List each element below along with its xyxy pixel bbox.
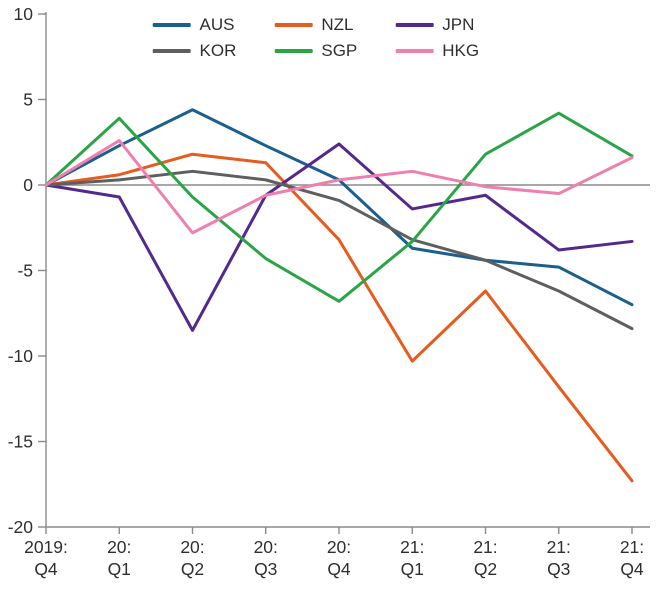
y-axis-label: 5 <box>23 90 33 110</box>
legend-label-aus: AUS <box>199 15 235 34</box>
legend-swatch-nzl <box>274 22 313 27</box>
legend-swatch-kor <box>152 48 191 53</box>
legend-label-nzl: NZL <box>321 15 354 34</box>
legend-item-jpn: JPN <box>395 16 479 33</box>
legend-swatch-hkg <box>395 48 434 53</box>
legend-item-aus: AUS <box>152 15 237 34</box>
series-line-kor <box>44 169 634 331</box>
y-axis-label: -5 <box>17 261 33 281</box>
series-line-hkg <box>44 139 634 235</box>
legend-swatch-sgp <box>274 48 313 53</box>
series-line-sgp <box>44 111 634 303</box>
legend-swatch-jpn <box>395 22 434 27</box>
legend: AUS NZL JPN KOR SGP HKG <box>152 15 479 60</box>
x-axis-label: Q3 <box>547 559 570 579</box>
x-axis-label: Q3 <box>254 559 277 579</box>
x-axis-label: Q4 <box>34 559 58 579</box>
legend-item-nzl: NZL <box>274 16 357 33</box>
x-axis-label: 21: <box>473 537 497 557</box>
legend-label-hkg: HKG <box>442 41 480 60</box>
legend-label-sgp: SGP <box>321 41 358 60</box>
x-axis-label: 2019: <box>24 537 68 557</box>
x-axis-label: 21: <box>547 537 571 557</box>
x-axis-label: Q4 <box>620 559 644 579</box>
series-line-aus <box>44 108 634 307</box>
x-axis-label: 20: <box>254 537 278 557</box>
y-axis-label: -15 <box>8 432 33 452</box>
series-line-nzl <box>44 152 634 483</box>
series-line-jpn <box>44 142 634 332</box>
x-axis-label: 20: <box>327 537 351 557</box>
x-axis-label: Q1 <box>401 559 424 579</box>
x-axis-label: 21: <box>400 537 424 557</box>
x-axis-label: 20: <box>107 537 131 557</box>
x-axis-label: 21: <box>620 537 644 557</box>
y-axis-label: 10 <box>14 4 34 24</box>
y-axis-label: -10 <box>8 346 34 366</box>
x-axis-label: Q2 <box>181 559 204 579</box>
legend-label-jpn: JPN <box>442 15 475 34</box>
x-axis-label: 20: <box>180 537 204 557</box>
legend-item-sgp: SGP <box>274 42 357 59</box>
x-axis-label: Q4 <box>327 559 351 579</box>
y-axis-label: -20 <box>8 517 34 537</box>
x-axis-label: Q1 <box>108 559 131 579</box>
legend-swatch-aus <box>152 22 191 27</box>
x-axis-label: Q2 <box>474 559 497 579</box>
legend-item-hkg: HKG <box>395 42 479 59</box>
legend-item-kor: KOR <box>152 41 237 60</box>
legend-label-kor: KOR <box>199 41 237 60</box>
y-axis-label: 0 <box>23 175 33 195</box>
